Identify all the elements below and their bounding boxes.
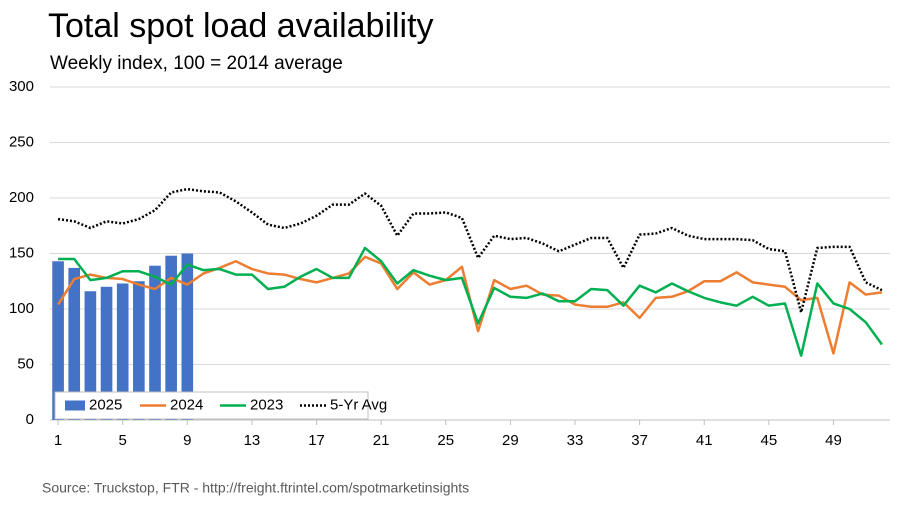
- x-tick-label: 29: [502, 432, 519, 449]
- y-tick-label: 300: [9, 78, 34, 95]
- legend-label: 2025: [89, 396, 122, 413]
- series-line: [58, 246, 883, 357]
- x-tick-label: 17: [308, 432, 325, 449]
- legend-label: 2023: [250, 396, 283, 413]
- bar: [165, 255, 177, 420]
- x-tick-label: 45: [761, 432, 778, 449]
- x-tick-label: 37: [631, 432, 648, 449]
- legend-swatch: [65, 400, 85, 411]
- legend-box: [54, 391, 369, 420]
- bar: [68, 267, 81, 420]
- series-line: [57, 187, 883, 314]
- bar: [149, 265, 161, 420]
- x-tick-label: 9: [183, 432, 191, 449]
- x-tick-label: 49: [825, 432, 842, 449]
- x-tick-label: 1: [54, 432, 62, 449]
- y-tick-label: 200: [9, 189, 34, 206]
- legend-label: 2024: [170, 396, 203, 413]
- x-tick-label: 21: [373, 432, 390, 449]
- x-tick-label: 33: [567, 432, 584, 449]
- bar: [133, 281, 145, 420]
- bar: [52, 261, 64, 420]
- source-note: Source: Truckstop, FTR - http://freight.…: [42, 480, 469, 496]
- y-tick-label: 250: [9, 133, 34, 150]
- y-tick-label: 100: [9, 300, 34, 317]
- x-tick-label: 13: [244, 432, 261, 449]
- chart-subtitle: Weekly index, 100 = 2014 average: [50, 53, 343, 74]
- x-tick-label: 25: [437, 432, 454, 449]
- x-tick-label: 5: [119, 432, 127, 449]
- y-tick-label: 50: [17, 355, 34, 372]
- chart-title: Total spot load availability: [48, 7, 434, 45]
- bar: [84, 291, 97, 420]
- legend-label: 5-Yr Avg: [330, 396, 387, 413]
- y-tick-label: 0: [26, 411, 34, 428]
- bar: [100, 286, 113, 420]
- y-tick-label: 150: [9, 244, 34, 261]
- legend: 2025 2024 2023 5-Yr Avg: [54, 391, 387, 420]
- x-tick-label: 41: [696, 432, 713, 449]
- bar: [181, 253, 194, 420]
- bar: [116, 283, 129, 420]
